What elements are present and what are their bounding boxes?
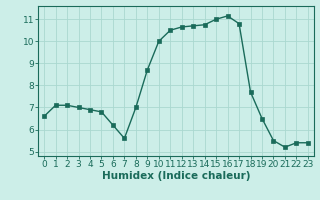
X-axis label: Humidex (Indice chaleur): Humidex (Indice chaleur) (102, 171, 250, 181)
